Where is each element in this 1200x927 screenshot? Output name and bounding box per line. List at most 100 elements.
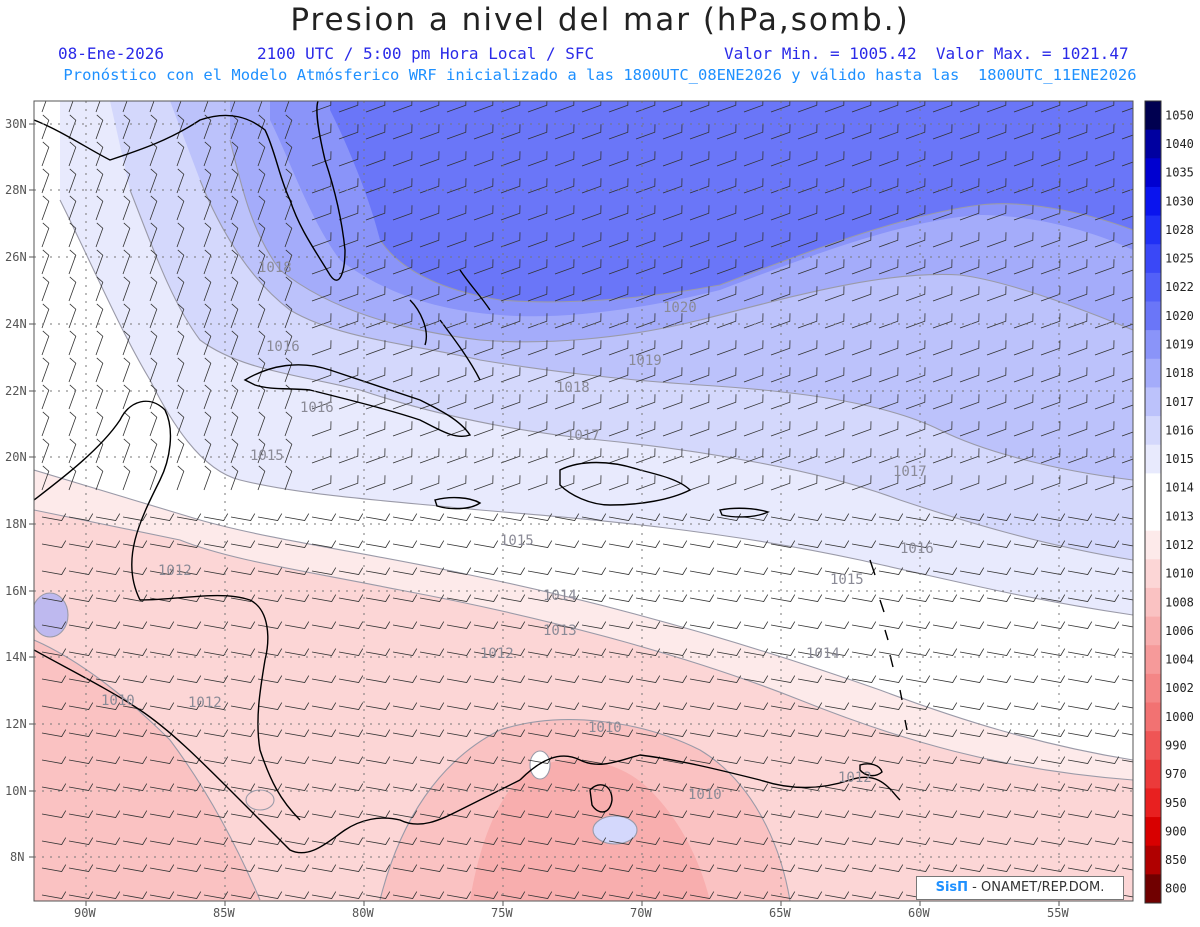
wind-barb [230,101,236,113]
wind-barb [176,702,202,710]
wind-barb [905,648,931,656]
wind-barb [419,702,445,710]
wind-barb [1040,810,1066,818]
wind-barb [176,384,185,410]
wind-barb [1094,621,1120,629]
wind-barb [959,702,985,710]
wind-barb [257,276,266,302]
wind-barb [338,540,364,548]
wind-barb [824,178,845,194]
contour-label: 1015 [250,448,284,464]
wind-barb [905,421,926,437]
wind-barb [284,114,293,140]
wind-barb [95,837,121,845]
wind-barb [770,675,796,683]
wind-barb [257,411,266,437]
wind-barb [473,178,494,194]
wind-barb [527,864,553,872]
contour-label: 1012 [158,563,192,579]
wind-barb [662,232,683,248]
wind-barb [905,729,931,737]
wind-barb [122,594,148,602]
wind-barb [770,702,796,710]
wind-barb [392,864,418,872]
colorbar-label: 1004 [1165,653,1194,667]
wind-barb [1067,259,1088,275]
wind-barb [608,259,629,275]
wind-barb [689,513,715,521]
wind-barb [689,594,715,602]
isobars [34,139,1133,901]
wind-barb [446,101,467,113]
wind-barb [1094,259,1115,275]
wind-barb [95,330,104,356]
wind-barb [770,837,796,845]
wind-barb [230,729,256,737]
wind-barb [716,621,742,629]
wind-barb [1040,675,1066,683]
wind-barb [851,864,877,872]
wind-barb [905,340,926,356]
wind-barb [149,837,175,845]
wind-barb [635,837,661,845]
colorbar-label: 1018 [1165,366,1194,380]
colorbar-label: 950 [1165,796,1187,810]
colorbar-label: 1016 [1165,423,1194,437]
wind-barb [41,249,50,275]
wind-barb [122,837,148,845]
colorbar-label: 1002 [1165,681,1194,695]
wind-barb [959,340,980,356]
wind-barb [527,205,548,221]
wind-barb [581,810,607,818]
wind-barb [95,648,121,656]
wind-barb [1013,783,1039,791]
wind-barb [1013,178,1034,194]
wind-barb [689,810,715,818]
wind-barb [905,702,931,710]
wind-barb [1040,864,1066,872]
wind-barb [473,837,499,845]
wind-barb [230,168,239,194]
wind-barb [824,475,845,491]
wind-barb [149,513,175,521]
wind-barb [959,864,985,872]
wind-barb [824,648,850,656]
wind-barb [473,421,494,437]
wind-barb [905,567,931,575]
wind-barb [500,864,526,872]
wind-barb [365,259,386,275]
wind-barb [338,421,359,437]
wind-barb [446,810,472,818]
wind-barb [1013,394,1034,410]
wind-barb [149,438,158,464]
wind-barb [95,594,121,602]
colorbar-label: 990 [1165,738,1187,752]
wind-barb [338,756,364,764]
wind-barb [635,648,661,656]
wind-barb [689,340,710,356]
wind-barb [1040,259,1061,275]
wind-barb [959,101,980,113]
wind-barb [257,249,266,275]
wind-barb [824,756,850,764]
wind-barb [554,394,575,410]
wind-barb [527,124,548,140]
wind-barb [662,513,688,521]
colorbar-label: 1019 [1165,337,1194,351]
wind-barb [257,330,266,356]
wind-barb [554,313,575,329]
wind-barb [203,621,229,629]
wind-barb [770,648,796,656]
wind-barb [41,810,67,818]
wind-barb [311,286,332,302]
wind-barb [554,475,575,491]
wind-barb [635,864,661,872]
wind-barb [365,475,386,491]
colorbar-label: 900 [1165,824,1187,838]
wind-barb [68,438,77,464]
wind-barb [797,594,823,602]
wind-barb [446,756,472,764]
wind-barb [689,891,715,899]
wind-barb [1094,313,1115,329]
wind-barb [284,756,310,764]
